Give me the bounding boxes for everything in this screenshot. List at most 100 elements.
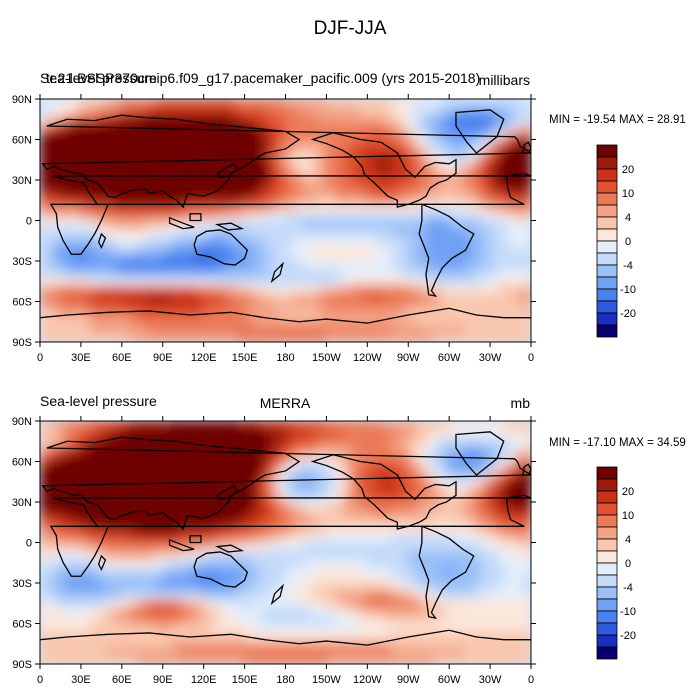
field-cell bbox=[375, 502, 385, 511]
field-cell bbox=[416, 163, 426, 173]
field-cell bbox=[162, 107, 172, 116]
field-cell bbox=[375, 277, 385, 286]
field-cell bbox=[285, 461, 295, 471]
field-cell bbox=[113, 236, 123, 246]
field-cell bbox=[440, 236, 450, 246]
field-cell bbox=[105, 615, 115, 625]
field-cell bbox=[80, 204, 90, 213]
field-cell bbox=[203, 566, 213, 576]
field-cell bbox=[170, 228, 180, 238]
field-cell bbox=[146, 526, 156, 535]
field-cell bbox=[179, 293, 188, 303]
field-cell bbox=[301, 163, 311, 173]
field-cell bbox=[121, 437, 131, 446]
field-cell bbox=[252, 261, 262, 270]
field-cell bbox=[72, 123, 82, 132]
field-cell bbox=[72, 461, 82, 471]
field-cell bbox=[350, 293, 360, 303]
field-cell bbox=[236, 526, 246, 535]
field-cell bbox=[244, 550, 254, 560]
field-cell bbox=[285, 325, 295, 335]
field-cell bbox=[326, 591, 336, 600]
field-cell bbox=[449, 333, 458, 342]
field-cell bbox=[72, 469, 82, 479]
field-cell bbox=[72, 518, 82, 527]
field-cell bbox=[334, 518, 344, 527]
field-cell bbox=[203, 518, 213, 527]
field-cell bbox=[383, 139, 393, 149]
field-cell bbox=[236, 317, 246, 327]
field-cell bbox=[179, 123, 188, 132]
field-cell bbox=[72, 188, 82, 197]
field-cell bbox=[277, 204, 287, 213]
field-cell bbox=[424, 485, 434, 495]
field-cell bbox=[293, 526, 303, 535]
field-cell bbox=[228, 204, 237, 213]
field-cell bbox=[293, 107, 303, 116]
field-cell bbox=[146, 437, 156, 446]
field-cell bbox=[391, 212, 401, 222]
field-cell bbox=[195, 228, 205, 238]
field-cell bbox=[170, 477, 180, 487]
field-cell bbox=[506, 269, 516, 278]
field-cell bbox=[506, 244, 516, 254]
field-cell bbox=[228, 107, 237, 116]
field-cell bbox=[342, 583, 352, 592]
field-cell bbox=[48, 623, 57, 633]
field-cell bbox=[138, 244, 147, 254]
field-cell bbox=[170, 147, 180, 157]
field-cell bbox=[64, 333, 74, 342]
field-cell bbox=[301, 607, 311, 616]
field-cell bbox=[220, 623, 229, 633]
field-cell bbox=[310, 550, 319, 560]
field-cell bbox=[154, 147, 164, 157]
field-cell bbox=[220, 277, 229, 286]
field-cell bbox=[97, 293, 107, 303]
field-cell bbox=[220, 583, 229, 592]
field-cell bbox=[457, 583, 467, 592]
field-cell bbox=[522, 269, 531, 278]
field-cell bbox=[138, 309, 147, 319]
field-cell bbox=[72, 510, 82, 519]
field-cell bbox=[457, 99, 467, 108]
field-cell bbox=[359, 526, 368, 535]
field-cell bbox=[187, 421, 197, 430]
field-cell bbox=[310, 558, 319, 568]
field-cell bbox=[228, 196, 237, 205]
field-cell bbox=[424, 212, 434, 222]
field-cell bbox=[310, 445, 319, 454]
field-cell bbox=[424, 623, 434, 633]
field-cell bbox=[130, 607, 139, 616]
field-cell bbox=[64, 542, 74, 552]
field-cell bbox=[228, 445, 237, 454]
field-cell bbox=[301, 212, 311, 222]
field-cell bbox=[490, 655, 499, 664]
field-cell bbox=[138, 607, 147, 616]
field-cell bbox=[211, 333, 221, 342]
field-cell bbox=[187, 325, 197, 335]
field-cell bbox=[203, 510, 213, 519]
field-cell bbox=[228, 607, 237, 616]
lat-label: 90N bbox=[12, 94, 32, 106]
field-cell bbox=[244, 558, 254, 568]
field-cell bbox=[113, 421, 123, 430]
field-cell bbox=[318, 163, 328, 173]
field-cell bbox=[400, 252, 409, 262]
field-cell bbox=[228, 301, 237, 311]
field-cell bbox=[318, 309, 328, 319]
field-cell bbox=[293, 655, 303, 664]
field-cell bbox=[179, 429, 188, 438]
field-cell bbox=[220, 220, 229, 230]
field-cell bbox=[97, 502, 107, 511]
field-cell bbox=[40, 534, 49, 544]
field-cell bbox=[432, 623, 442, 633]
field-cell bbox=[383, 244, 393, 254]
field-cell bbox=[506, 485, 516, 495]
field-cell bbox=[440, 461, 450, 471]
field-cell bbox=[310, 277, 319, 286]
field-cell bbox=[457, 655, 467, 664]
field-cell bbox=[498, 558, 508, 568]
field-cell bbox=[130, 615, 139, 625]
field-cell bbox=[342, 526, 352, 535]
field-cell bbox=[416, 123, 426, 132]
